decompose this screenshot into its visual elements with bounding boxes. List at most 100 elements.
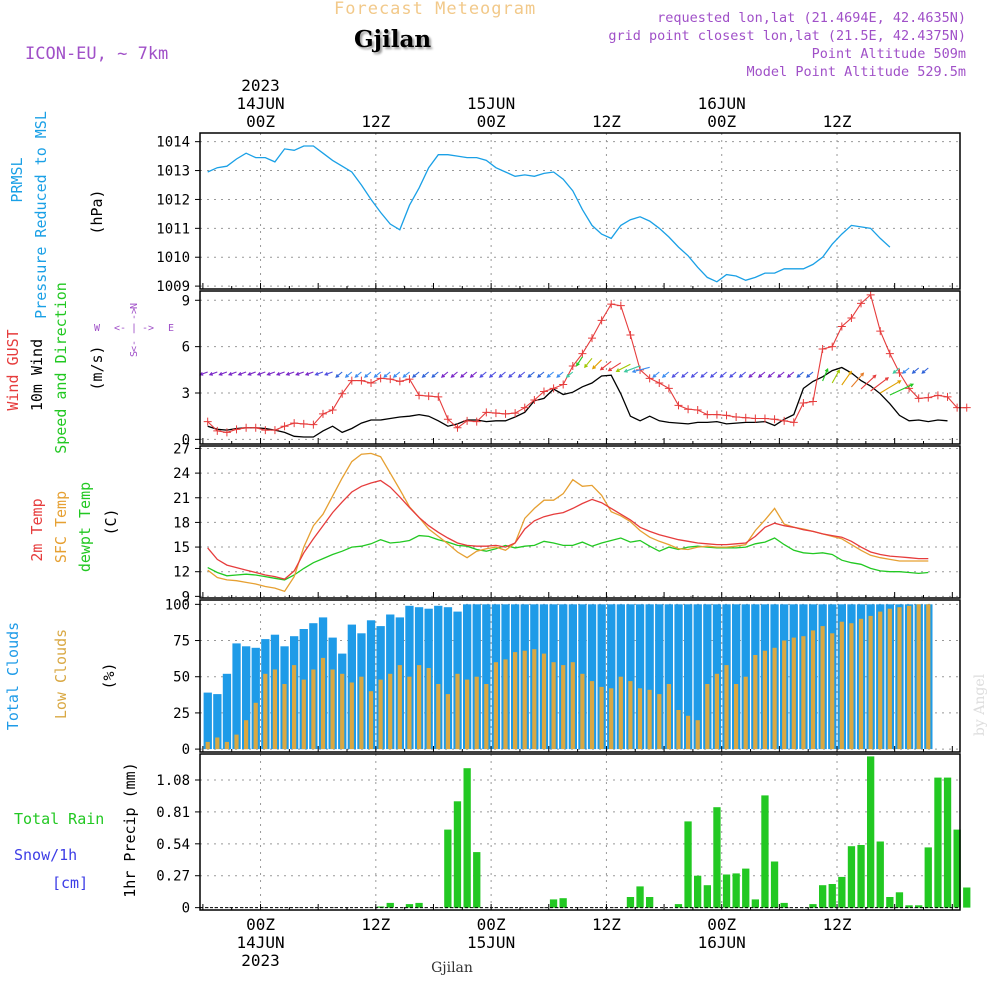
rain-bar (915, 905, 923, 908)
model-altitude: Model Point Altitude 529.5m (746, 64, 966, 80)
gust-point (405, 375, 414, 384)
low-clouds-bar (887, 608, 892, 750)
total-clouds-bar (443, 607, 453, 750)
y-tick-label: 25 (173, 706, 190, 722)
wind-direction-arrow (607, 362, 622, 372)
rain-bar (857, 845, 865, 908)
total-clouds-bar (366, 620, 376, 750)
gust-point (808, 397, 817, 406)
gust-point (789, 418, 798, 427)
bottom-date-label: 16JUN (698, 933, 746, 952)
low-clouds-bar (570, 662, 575, 750)
total-clouds-bar (684, 604, 693, 750)
y-tick-label: 0.81 (156, 805, 190, 821)
low-clouds-bar (522, 650, 527, 750)
low-clouds-bar (897, 607, 902, 750)
rain-bar (415, 902, 423, 908)
low-clouds-bar (830, 633, 835, 750)
rain-bar (386, 902, 394, 908)
y-tick-label: 1014 (156, 135, 190, 151)
low-clouds-bar (705, 684, 710, 750)
low-clouds-bar (657, 694, 662, 750)
y-label-low-clouds: Low Clouds (52, 629, 70, 719)
wind-direction-arrow (546, 371, 554, 378)
rain-bar (761, 795, 769, 908)
gust-point (491, 409, 500, 418)
compass-s: S (129, 351, 140, 357)
total-clouds-bar (232, 643, 241, 750)
wind-direction-arrow (870, 377, 890, 392)
y-tick-label: 1011 (156, 221, 190, 237)
rain-bar (751, 899, 759, 908)
y-tick-label: 18 (173, 515, 190, 531)
gust-point (914, 394, 923, 403)
low-clouds-bar (532, 649, 537, 750)
compass-w-arrow: <- (114, 323, 126, 334)
top-hour-label: 12Z (592, 112, 621, 131)
low-clouds-bar (589, 681, 595, 750)
gust-point (943, 392, 952, 401)
wind-direction-arrow (227, 371, 237, 376)
y-tick-label: 0 (182, 901, 190, 917)
gust-point (501, 409, 510, 418)
rain-bar (453, 801, 462, 908)
gust-point (530, 395, 539, 404)
low-clouds-bar (839, 621, 844, 750)
gust-point (837, 322, 846, 331)
wind-direction-arrow (498, 371, 506, 378)
low-clouds-bar (378, 679, 383, 750)
wind-direction-arrow (431, 371, 439, 378)
gust-point (347, 376, 356, 385)
watermark: by Angel (972, 673, 988, 736)
low-clouds-bar (301, 679, 306, 750)
total-clouds-bar (616, 604, 625, 750)
y-tick-label: 1013 (156, 164, 190, 180)
wind-direction-arrow (314, 371, 324, 376)
legend-snow: Snow/1h (14, 846, 77, 864)
wind-direction-arrow (806, 371, 814, 378)
low-clouds-bar (801, 636, 806, 750)
y-tick-label: 12 (173, 565, 190, 581)
wind-direction-arrow (777, 371, 785, 378)
chart-title: Forecast Meteogram (334, 0, 537, 19)
top-hour-label: 12Z (361, 112, 390, 131)
top-hour-label: 00Z (477, 112, 506, 131)
rain-bar (742, 868, 750, 908)
low-clouds-bar (513, 652, 518, 750)
wind-direction-arrow (412, 371, 420, 378)
gust-point (578, 349, 587, 358)
compass-n-arrow: -> (129, 308, 140, 320)
gust-point (857, 299, 866, 308)
y-label-dewpt-temp: dewpt Temp (76, 482, 94, 572)
gust-point (376, 374, 385, 383)
y-tick-label: 27 (173, 441, 190, 457)
gust-point (539, 387, 548, 396)
top-year-label: 2023 (241, 76, 280, 95)
wind-direction-arrow (421, 371, 430, 378)
gust-point (549, 384, 558, 393)
rain-bar (549, 899, 558, 908)
gust-point (962, 403, 971, 412)
low-clouds-bar (580, 673, 585, 750)
low-clouds-bar (791, 637, 796, 750)
y-tick-label: 1.08 (156, 773, 190, 789)
y-unit-percent: (%) (100, 662, 118, 689)
gust-point (847, 314, 856, 323)
low-clouds-bar (205, 741, 210, 750)
low-clouds-bar (618, 676, 623, 750)
y-tick-label: 21 (173, 491, 190, 507)
wind-direction-arrow (208, 371, 218, 376)
rain-bar (559, 898, 567, 908)
rain-bar (809, 904, 817, 908)
rain-bar (819, 885, 827, 908)
low-clouds-bar (541, 653, 547, 750)
low-clouds-bar (484, 684, 489, 750)
top-hour-label: 00Z (707, 112, 736, 131)
gust-point (722, 411, 731, 420)
pressure-line (207, 145, 891, 283)
gust-point (367, 378, 376, 387)
time-axis-layer: 2023202314JUN14JUN00Z00Z12Z12Z15JUN15JUN… (236, 76, 851, 970)
y-label-pressure-msl: Pressure Reduced to MSL (32, 111, 50, 319)
y-tick-label: 1010 (156, 250, 190, 266)
